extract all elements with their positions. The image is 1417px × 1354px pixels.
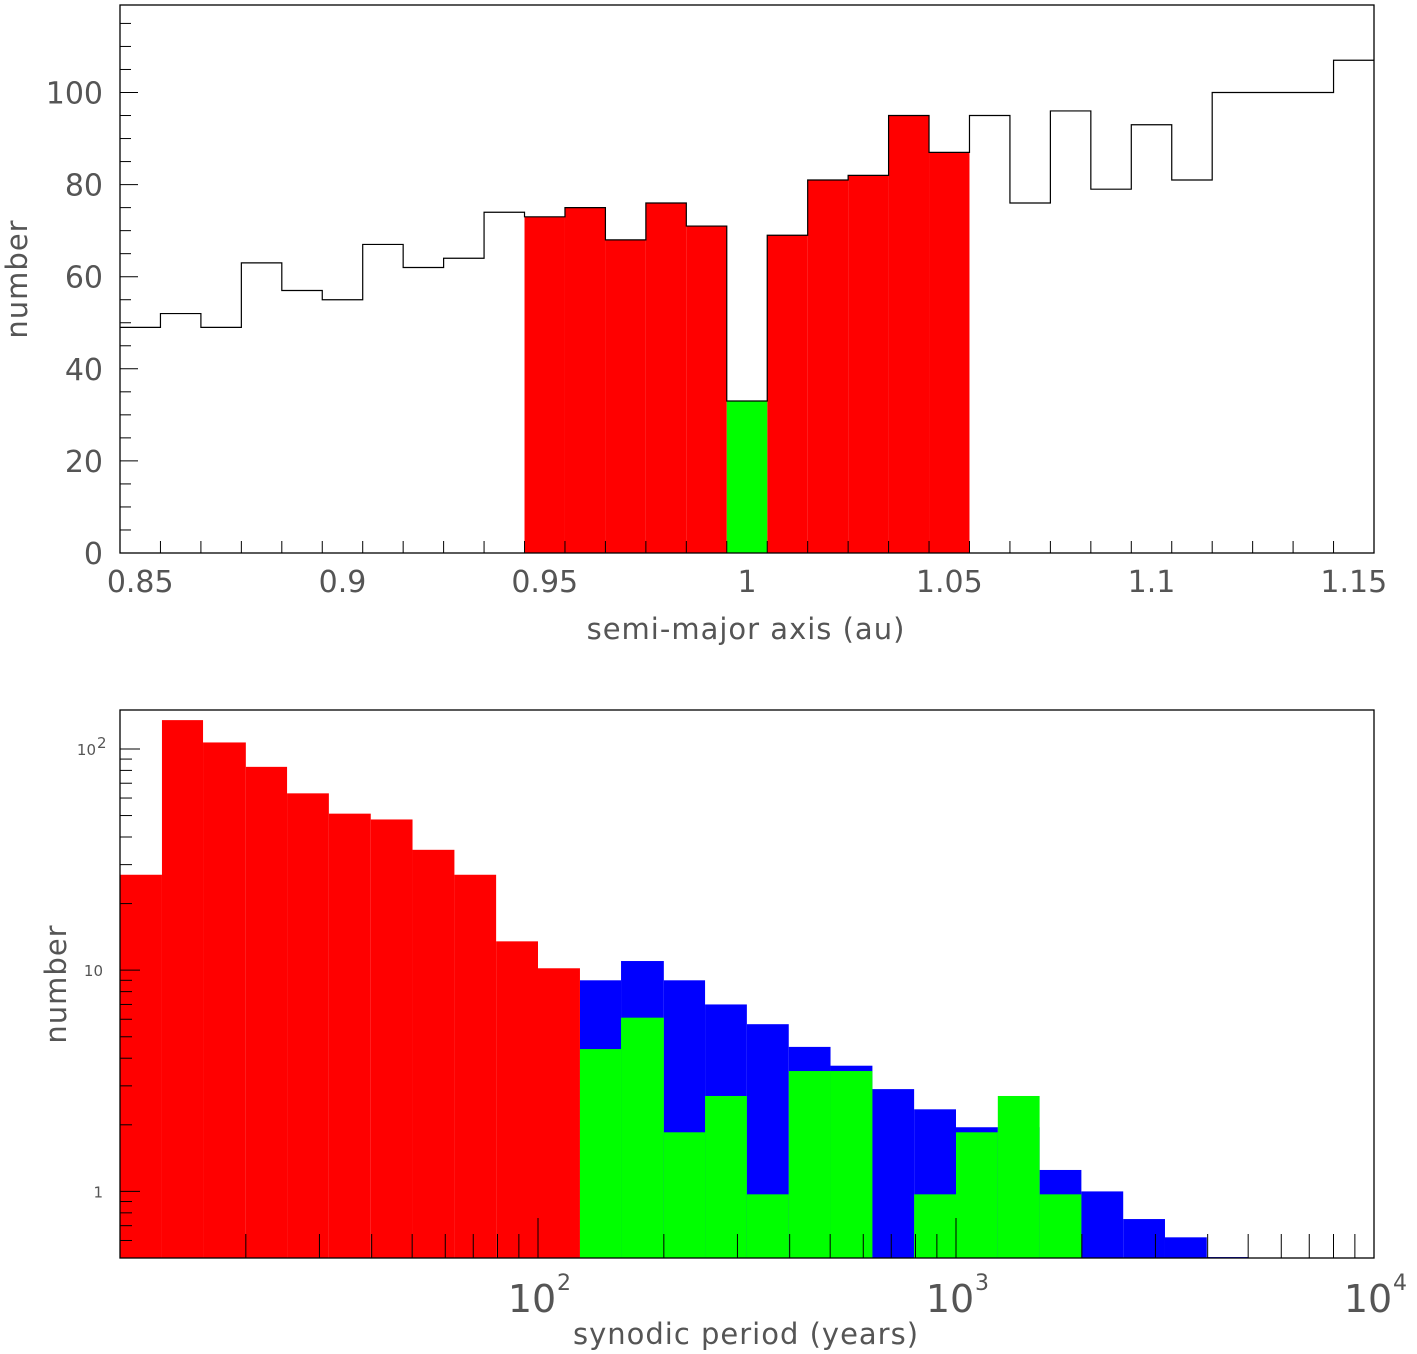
bar [848,175,889,554]
bar [370,819,413,1258]
x-tick-label: 1.15 [1320,565,1387,600]
bar [245,766,288,1258]
bar [726,401,768,553]
bar [1039,1194,1082,1258]
bar [564,207,606,554]
y-tick-label: 0 [84,537,103,572]
chart-semi-major-axis: 0 20 40 60 80 100 0.85 0.9 0.95 1 1.05 1.1 1.15 semi-… [0,4,1387,646]
x-axis-title: semi-major axis (au) [587,612,906,646]
y-tick-label: 80 [65,169,103,204]
bar [929,152,970,554]
y-tick-label-exponent: 2 [97,734,107,752]
bar [1123,1219,1165,1258]
x-tick-label: 1.1 [1128,565,1176,600]
bar [888,115,930,554]
y-tick-label: 20 [65,445,103,480]
x-tick-label: 10 [926,1277,974,1321]
x-tick-label: 10 [508,1277,556,1321]
x-tick-label: 10 [1344,1277,1392,1321]
x-tick-label-exponent: 2 [557,1271,571,1296]
bar [496,941,538,1258]
y-tick-label: 10 [77,741,96,759]
y-tick-label: 10 [84,962,103,980]
bar [807,179,849,554]
bar [203,742,246,1258]
x-tick-label: 0.95 [511,565,578,600]
series-outline-step [120,59,1374,402]
y-tick-label: 40 [65,353,103,388]
x-tick-label: 1 [737,565,756,600]
bar [746,1194,789,1258]
x-tick-label: 0.85 [107,565,174,600]
bar [767,235,808,553]
series-red [120,720,580,1258]
bar [328,813,371,1258]
bar [686,226,727,553]
bar [524,216,565,553]
bar [161,720,204,1258]
x-tick-label-exponent: 3 [975,1271,989,1296]
x-tick-label: 0.9 [319,565,367,600]
bar [412,849,455,1258]
bar [872,1089,915,1258]
bar [914,1194,956,1258]
bar [621,1017,664,1258]
x-axis-title: synodic period (years) [573,1317,919,1351]
y-tick-label: 60 [65,261,103,296]
bar [605,239,646,553]
bar [956,1132,998,1258]
x-tick-label-exponent: 4 [1393,1271,1407,1296]
series-green [579,1017,1082,1258]
bar [287,793,329,1258]
bar [579,1049,622,1258]
y-axis-title: number [0,219,34,338]
x-tick-label: 1.05 [916,565,983,600]
bar [1164,1237,1207,1258]
bar [120,874,162,1258]
bar [645,203,687,554]
bar [705,1095,747,1258]
bar [454,874,497,1258]
bar [1081,1191,1124,1258]
plot-frame [119,4,1375,554]
y-axis-title: number [39,924,73,1043]
series-red [524,115,970,554]
y-tick-label: 100 [46,76,103,111]
bar [830,1071,873,1258]
bar [663,1132,706,1258]
y-tick-label: 1 [93,1183,103,1201]
series-green [726,401,768,553]
bar [788,1071,831,1258]
bar [997,1095,1040,1258]
plot-frame [119,709,1375,1259]
bar [538,968,580,1258]
